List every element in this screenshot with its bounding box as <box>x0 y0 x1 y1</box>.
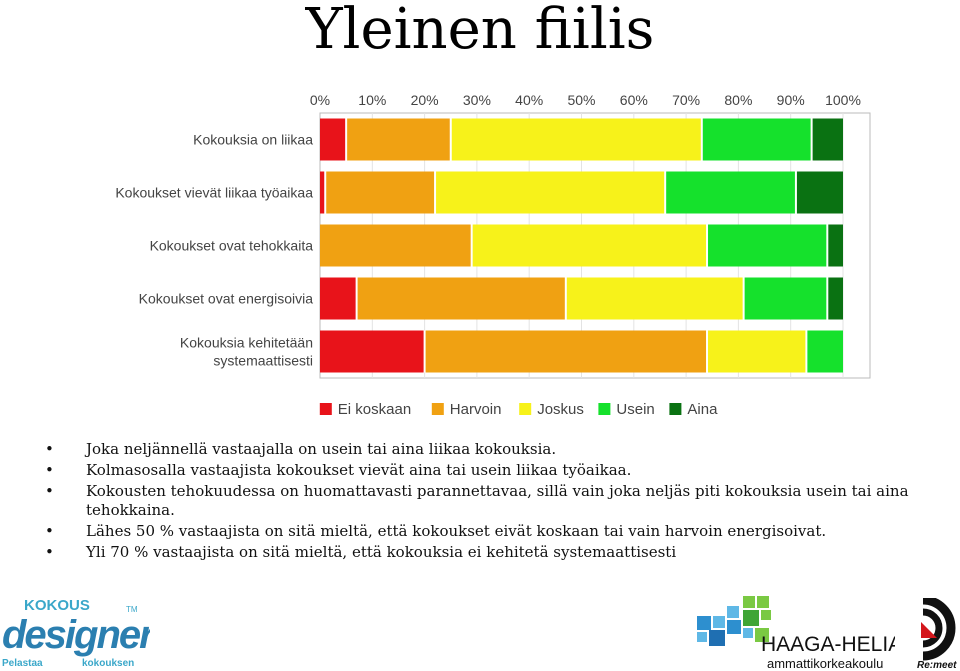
bar-segment <box>450 118 702 161</box>
legend-label: Aina <box>687 401 718 418</box>
haaga-helia-logo: HAAGA-HELIA ammattikorkeakoulu <box>697 596 895 670</box>
legend-label: Ei koskaan <box>338 401 411 418</box>
bar-segment <box>320 171 326 214</box>
finding-item: Lähes 50 % vastaajista on sitä mieltä, e… <box>40 522 920 541</box>
legend-swatch <box>519 403 532 415</box>
bar-segment <box>806 330 843 373</box>
x-tick-label: 100% <box>825 92 861 108</box>
bar-segment <box>827 277 843 320</box>
bar-segment <box>811 118 843 161</box>
bar-segment <box>743 277 828 320</box>
legend-swatch <box>598 403 611 415</box>
bar-segment <box>707 224 828 267</box>
kokous-designer-logo-sub-right: kokouksen <box>82 658 134 669</box>
finding-item: Kolmasosalla vastaajista kokoukset vievä… <box>40 461 920 480</box>
bar-segment <box>707 330 807 373</box>
bar-segment <box>435 171 666 214</box>
kokous-designer-logo-main: designer <box>2 613 150 657</box>
chart-title: Yleinen fiilis <box>305 0 655 62</box>
bar-segment <box>320 277 357 320</box>
haaga-helia-sub: ammattikorkeakoulu <box>767 656 883 670</box>
bar-segment <box>320 330 425 373</box>
category-label: Kokoukset ovat energisoivia <box>139 291 314 307</box>
remeet-mark-icon <box>921 598 956 661</box>
bar-segment <box>701 118 812 161</box>
x-tick-label: 0% <box>310 92 330 108</box>
bar-segment <box>320 224 472 267</box>
bar-segment <box>665 171 796 214</box>
x-tick-label: 60% <box>620 92 648 108</box>
haaga-helia-mosaic-icon <box>697 596 771 646</box>
x-tick-label: 20% <box>411 92 439 108</box>
legend-label: Joskus <box>537 401 584 418</box>
remeet-logo: Re:meet <box>917 598 957 670</box>
category-label: systemaattisesti <box>213 353 313 369</box>
x-tick-label: 10% <box>358 92 386 108</box>
findings-list: Joka neljännellä vastaajalla on usein ta… <box>40 440 920 564</box>
x-tick-label: 80% <box>724 92 752 108</box>
kokous-designer-logo-sub-left: Pelastaa <box>2 658 43 669</box>
category-label: Kokouksia on liikaa <box>193 132 313 148</box>
haaga-helia-name: HAAGA-HELIA <box>761 633 895 656</box>
x-tick-label: 40% <box>515 92 543 108</box>
bar-segment <box>565 277 744 320</box>
legend-label: Harvoin <box>450 401 502 418</box>
x-tick-label: 30% <box>463 92 491 108</box>
category-label: Kokoukset vievät liikaa työaikaa <box>115 185 313 201</box>
kokous-designer-logo-tm: TM <box>126 605 138 614</box>
legend-swatch <box>669 403 682 415</box>
bar-segment <box>325 171 436 214</box>
bar-segment <box>346 118 451 161</box>
x-tick-label: 50% <box>567 92 595 108</box>
legend-swatch <box>431 403 444 415</box>
bar-segment <box>827 224 843 267</box>
finding-item: Kokousten tehokuudessa on huomattavasti … <box>40 482 920 520</box>
bar-segment <box>356 277 566 320</box>
kokous-designer-logo: KOKOUS TM designer Pelastaa kokouksen <box>2 597 150 669</box>
category-label: Kokoukset ovat tehokkaita <box>150 238 314 254</box>
x-tick-label: 90% <box>777 92 805 108</box>
bar-segment <box>471 224 708 267</box>
remeet-name: Re:meet <box>917 660 957 670</box>
x-tick-label: 70% <box>672 92 700 108</box>
legend-label: Usein <box>616 401 654 418</box>
bar-segment <box>320 118 347 161</box>
legend-swatch <box>319 403 332 415</box>
bar-segment <box>424 330 708 373</box>
kokous-designer-logo-top: KOKOUS <box>24 597 90 614</box>
category-label: Kokouksia kehitetään <box>180 335 313 351</box>
finding-item: Yli 70 % vastaajista on sitä mieltä, ett… <box>40 543 920 562</box>
finding-item: Joka neljännellä vastaajalla on usein ta… <box>40 440 920 459</box>
bar-segment <box>795 171 843 214</box>
stacked-bar-chart: 0% 10% 20% 30% 40% 50% 60% 70% 80% 90% 100% Kokouks… <box>115 92 871 418</box>
